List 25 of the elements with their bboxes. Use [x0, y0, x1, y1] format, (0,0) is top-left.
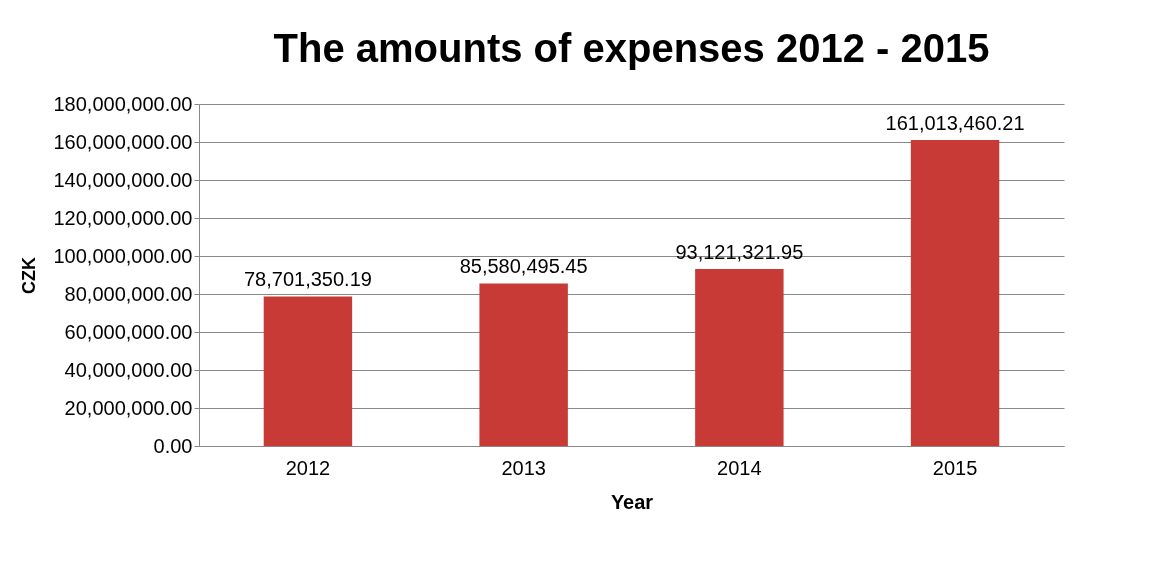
bar [695, 269, 784, 446]
y-axis-title: CZK [19, 257, 40, 294]
x-tick-label: 2012 [285, 456, 331, 479]
x-tick-label: 2014 [717, 456, 762, 479]
bar [910, 140, 1000, 446]
y-tick-label: 40,000,000.00 [64, 358, 193, 381]
bar [479, 283, 568, 446]
data-label: 161,013,460.21 [885, 112, 1025, 135]
x-axis-title: Year [610, 490, 654, 513]
bar [263, 296, 353, 446]
x-tick-label: 2013 [501, 456, 546, 479]
chart-title: The amounts of expenses 2012 - 2015 [273, 26, 990, 70]
y-tick-label: 100,000,000.00 [53, 244, 193, 267]
y-tick-label: 180,000,000.00 [53, 92, 193, 115]
y-tick-label: 80,000,000.00 [64, 282, 193, 305]
data-label: 78,701,350.19 [243, 268, 372, 291]
data-label: 93,121,321.95 [675, 241, 804, 264]
y-tick-label: 60,000,000.00 [64, 320, 193, 343]
y-tick-label: 120,000,000.00 [53, 206, 193, 229]
y-tick-label: 160,000,000.00 [53, 130, 193, 153]
y-tick-label: 0.00 [153, 434, 193, 457]
y-tick-label: 20,000,000.00 [64, 396, 193, 419]
y-tick-label: 140,000,000.00 [53, 168, 193, 191]
x-tick-label: 2015 [932, 456, 978, 479]
data-label: 85,580,495.45 [459, 255, 588, 278]
